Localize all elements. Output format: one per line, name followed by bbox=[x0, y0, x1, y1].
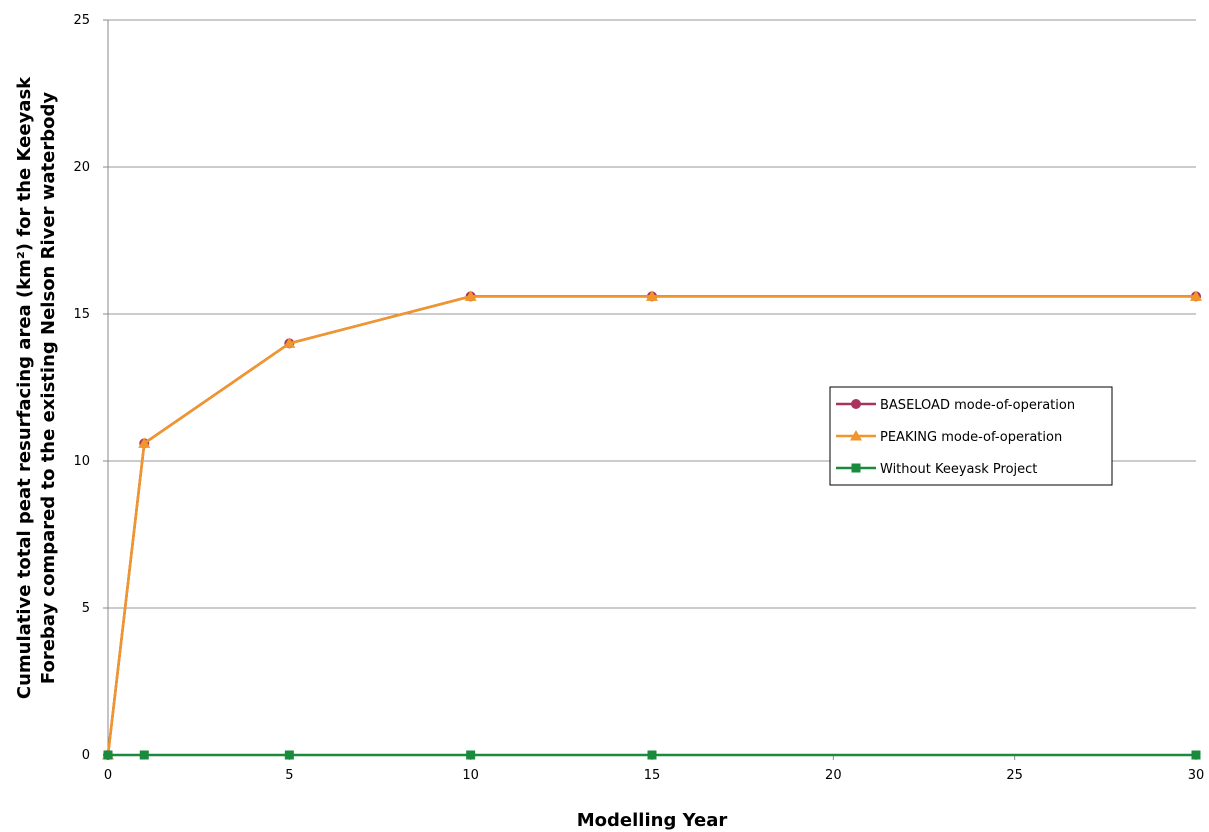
legend-entry: PEAKING mode-of-operation bbox=[836, 430, 1062, 445]
data-point bbox=[466, 750, 476, 760]
legend-label: BASELOAD mode-of-operation bbox=[880, 398, 1075, 413]
data-point bbox=[1191, 750, 1201, 760]
y-tick-label: 10 bbox=[73, 454, 90, 469]
legend-label: PEAKING mode-of-operation bbox=[880, 430, 1062, 445]
legend: BASELOAD mode-of-operation PEAKING mode-o… bbox=[829, 386, 1113, 486]
x-tick-label: 10 bbox=[462, 768, 479, 783]
y-axis-title-line-2: Forebay compared to the existing Nelson … bbox=[38, 92, 59, 684]
data-point bbox=[646, 290, 658, 301]
legend-box bbox=[829, 386, 1113, 486]
legend-swatch-marker bbox=[850, 430, 862, 441]
series-line bbox=[106, 295, 1196, 756]
legend-entry: BASELOAD mode-of-operation bbox=[836, 398, 1075, 413]
data-point bbox=[464, 290, 477, 301]
gridlines bbox=[108, 19, 1196, 609]
y-tick-label: 20 bbox=[73, 160, 90, 175]
legend-swatch-marker bbox=[851, 463, 861, 473]
x-tick-label: 30 bbox=[1188, 768, 1205, 783]
x-tick-label: 25 bbox=[1006, 768, 1023, 783]
series-layer bbox=[102, 290, 1202, 760]
data-point bbox=[139, 750, 149, 760]
series-1 bbox=[102, 290, 1202, 760]
x-axis-title: Modelling Year bbox=[577, 810, 728, 831]
series-0 bbox=[103, 291, 1201, 760]
data-point bbox=[1190, 290, 1202, 301]
data-point bbox=[138, 437, 151, 448]
series-2 bbox=[103, 750, 1201, 760]
legend-label: Without Keeyask Project bbox=[880, 462, 1037, 477]
legend-entry: Without Keeyask Project bbox=[836, 462, 1037, 477]
data-point bbox=[284, 750, 294, 760]
x-tick-label: 20 bbox=[825, 768, 842, 783]
data-point bbox=[283, 337, 296, 348]
x-tick-label: 15 bbox=[644, 768, 661, 783]
x-tick-label: 0 bbox=[104, 768, 112, 783]
y-tick-label: 15 bbox=[73, 307, 90, 322]
y-tick-label: 0 bbox=[82, 748, 90, 763]
y-tick-label: 25 bbox=[73, 13, 90, 28]
data-point bbox=[647, 750, 657, 760]
y-axis-ticks: 0 5 10 15 20 25 bbox=[73, 13, 108, 763]
legend-swatch-marker bbox=[851, 399, 861, 409]
y-axis-title-line-1: Cumulative total peat resurfacing area (… bbox=[14, 76, 35, 699]
y-axis-title: Cumulative total peat resurfacing area (… bbox=[14, 76, 59, 699]
y-tick-label: 5 bbox=[82, 601, 90, 616]
x-tick-label: 5 bbox=[285, 768, 293, 783]
series-line bbox=[106, 295, 1196, 756]
data-point bbox=[103, 750, 113, 760]
